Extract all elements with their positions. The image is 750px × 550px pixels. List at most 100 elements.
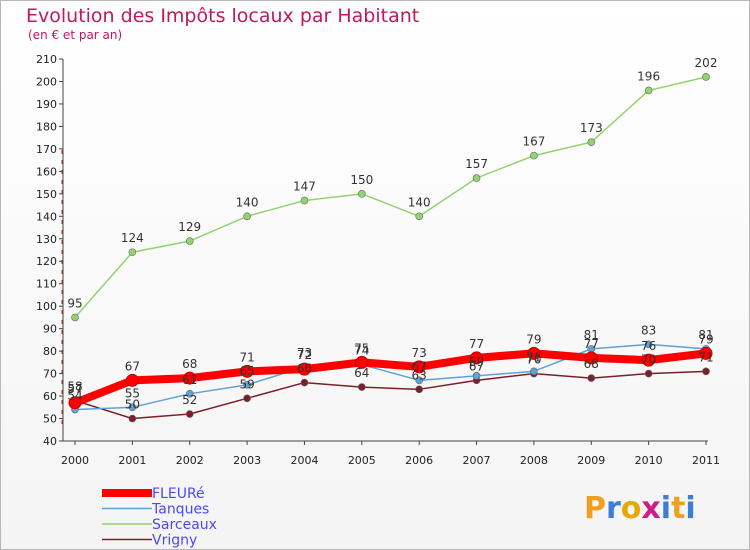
data-point [472,372,481,380]
y-tick-label: 120 [36,255,57,268]
data-label: 71 [526,350,541,364]
data-point [472,174,481,182]
data-point [642,353,656,367]
data-point [412,360,426,374]
data-label: 59 [239,377,254,391]
chart-title: Evolution des Impôts locaux par Habitant [26,5,419,27]
data-label: 72 [297,348,312,362]
data-label: 79 [526,332,541,346]
x-tick-label: 2004 [290,454,318,467]
logo-letter: i [661,491,671,526]
data-label: 77 [584,337,599,351]
logo-letter: x [641,491,660,526]
data-label: 140 [408,195,431,209]
y-tick-label: 70 [43,368,57,381]
data-point [702,367,710,376]
data-point [644,369,653,378]
data-point [527,346,541,360]
data-label: 68 [584,357,599,371]
data-label: 129 [178,220,201,234]
series-layer [68,73,713,423]
x-tick-label: 2001 [118,454,146,467]
data-point [415,212,423,221]
data-label: 202 [695,56,718,70]
x-tick-label: 2011 [692,454,720,467]
axes: 40 50 60 70 80 90 100 110 120 130 140 150 160 170 180 1… [36,53,720,467]
data-label: 83 [641,323,656,337]
proxiti-logo: Proxiti [584,491,696,526]
chart-subtitle: (en € et par an) [28,28,122,42]
y-tick-label: 60 [43,390,57,403]
data-label: 64 [354,366,369,380]
data-point [128,248,137,257]
data-point [358,383,366,391]
data-label: 55 [125,386,140,400]
data-point [355,355,369,369]
logo-letter: i [685,491,695,526]
data-label: 67 [412,359,427,373]
data-label: 52 [182,393,197,407]
data-label: 68 [182,357,197,371]
y-tick-label: 170 [36,143,57,156]
y-tick-label: 110 [36,278,57,291]
data-label: 167 [522,135,545,149]
data-point [470,351,484,365]
x-tick-label: 2009 [577,454,605,467]
data-point [185,410,194,418]
data-label: 140 [236,195,259,209]
data-label: 81 [698,328,713,342]
y-tick-label: 160 [36,165,57,178]
data-label: 70 [526,353,541,367]
data-label: 76 [641,339,656,353]
data-label: 157 [465,157,488,171]
x-tick-label: 2006 [405,454,433,467]
data-label: 79 [698,332,713,346]
x-tick-label: 2002 [176,454,204,467]
data-point [530,367,538,376]
data-label: 196 [637,69,660,83]
logo-letter: P [584,491,606,526]
data-point [300,196,309,205]
logo-letter: r [606,491,621,526]
y-tick-label: 40 [43,435,57,448]
data-point [185,390,194,398]
legend-label: Tanques [151,502,209,518]
y-tick-label: 80 [43,345,57,358]
data-label: 73 [297,346,312,360]
data-point [128,414,137,423]
data-label: 81 [584,328,599,342]
y-tick-label: 150 [36,188,57,201]
data-label: 70 [641,353,656,367]
data-point [185,237,194,245]
data-point [300,378,309,387]
data-label: 61 [182,373,197,387]
data-label: 67 [469,359,484,373]
data-label: 71 [698,350,713,364]
data-label: 63 [412,368,427,382]
x-tick-label: 2008 [520,454,548,467]
y-tick-label: 90 [43,323,57,336]
x-tick-label: 2000 [61,454,89,467]
data-point [125,373,139,387]
data-label: 50 [125,398,140,412]
data-label: 75 [354,341,369,355]
data-point [243,212,251,221]
data-label: 124 [121,231,144,245]
data-label: 71 [239,350,254,364]
data-label: 150 [350,173,373,187]
data-point [699,346,713,360]
data-point [702,73,710,81]
y-tick-label: 210 [36,53,57,66]
data-point [297,362,311,376]
data-label: 74 [354,344,369,358]
data-label: 147 [293,180,316,194]
y-tick-label: 190 [36,98,57,111]
data-label: 69 [469,355,484,369]
data-point [128,403,137,412]
data-label: 67 [125,359,140,373]
y-tick-label: 100 [36,300,57,313]
y-tick-label: 140 [36,210,57,223]
